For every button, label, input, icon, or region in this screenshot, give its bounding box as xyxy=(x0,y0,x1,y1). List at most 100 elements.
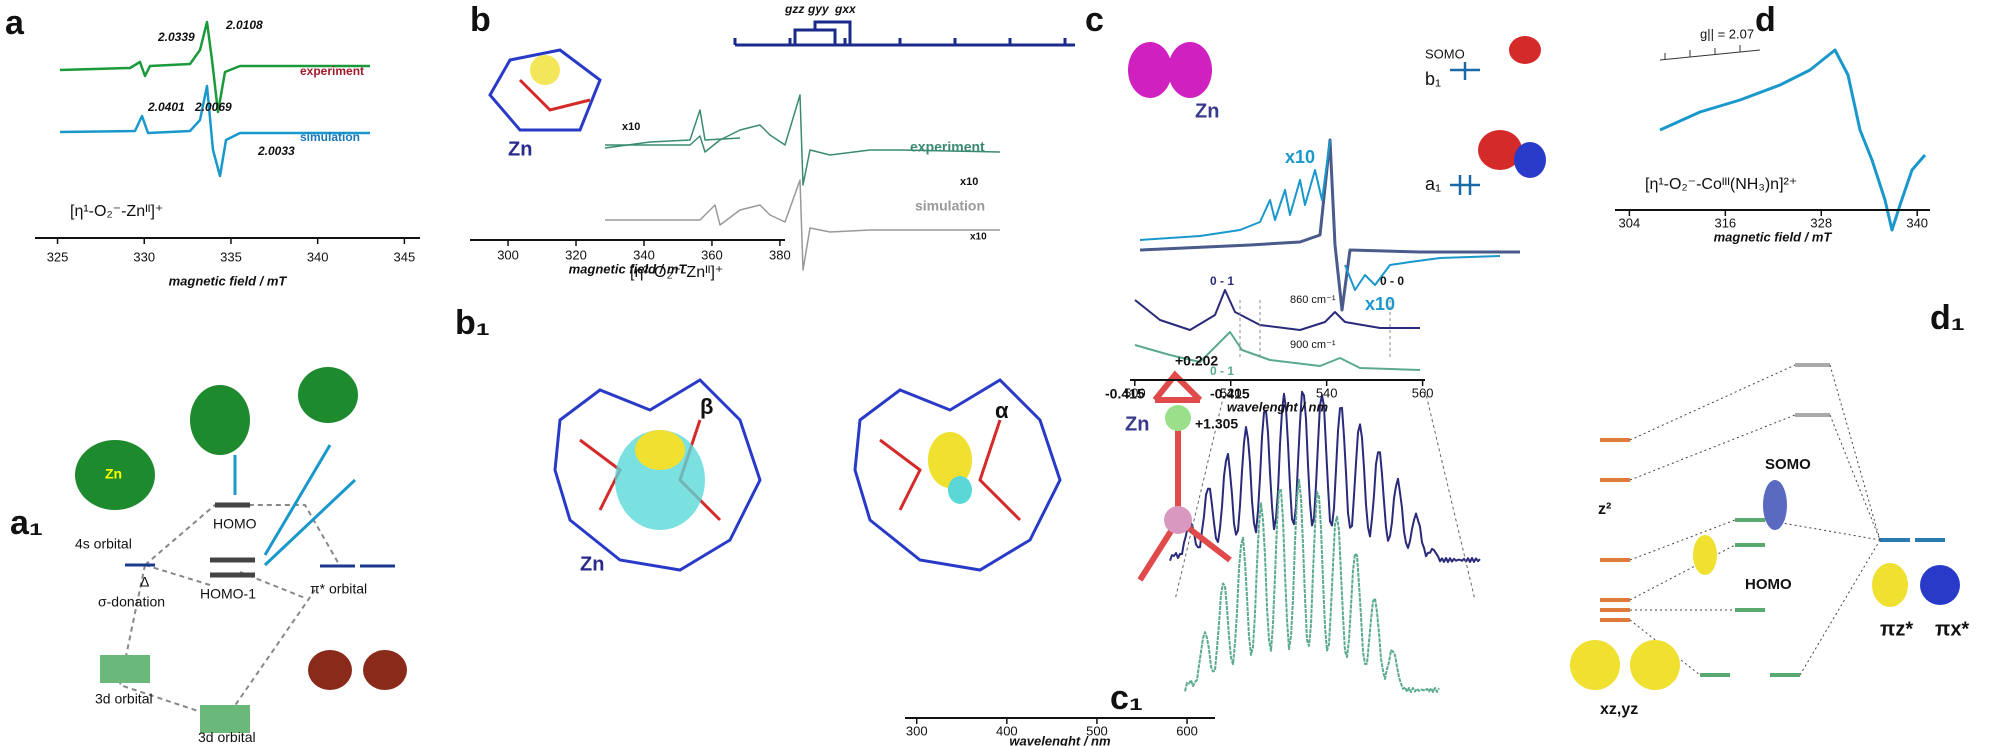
c-x10-curve xyxy=(1139,139,1501,291)
orbital xyxy=(1920,565,1960,605)
label: π* orbital xyxy=(310,581,367,597)
label: a₁ xyxy=(1425,174,1441,194)
label: b₁ xyxy=(1425,69,1441,89)
orbital xyxy=(100,655,150,683)
x-axis-title: wavelenght / nm xyxy=(1227,399,1329,414)
x-tick-label: 304 xyxy=(1619,215,1641,230)
label: x10 xyxy=(1285,147,1315,167)
orbital xyxy=(1514,142,1546,178)
atom xyxy=(1164,506,1192,534)
label: 0 - 1 xyxy=(1210,274,1234,288)
label: Δ xyxy=(140,574,149,590)
label: SOMO xyxy=(1765,456,1811,473)
panel-label: b xyxy=(470,1,491,39)
label: SOMO xyxy=(1425,46,1465,61)
panel-label: c₁ xyxy=(1110,679,1143,717)
b-sim-curve xyxy=(605,179,1000,271)
label: 900 cm⁻¹ xyxy=(1290,339,1336,351)
g-ruler xyxy=(733,20,1075,47)
species: [η²-O₂⁻-Znᴵᴵ]⁺ xyxy=(630,264,723,281)
atom-label: Zn xyxy=(508,138,532,160)
atom-label: Zn xyxy=(1125,413,1149,435)
label: x10 xyxy=(960,176,978,188)
charge: +1.305 xyxy=(1195,416,1238,432)
spin-density xyxy=(928,432,972,488)
orbital xyxy=(298,367,358,423)
a1-levels xyxy=(210,502,255,578)
label: 860 cm⁻¹ xyxy=(1290,294,1336,306)
label: 0 - 0 xyxy=(1380,274,1404,288)
x-tick-label: 328 xyxy=(1810,215,1832,230)
x-tick-label: 400 xyxy=(996,723,1018,738)
x-tick-label: 340 xyxy=(633,247,655,262)
x-axis-title: magnetic field / mT xyxy=(169,273,288,288)
charge: -0.415 xyxy=(1210,386,1250,402)
label: 3d orbital xyxy=(95,691,153,707)
charge: +0.202 xyxy=(1175,353,1218,369)
label: πx* xyxy=(1935,618,1969,640)
b-x10-curve xyxy=(604,109,741,149)
c1-spectrum-2 xyxy=(1184,478,1440,693)
panel-label: d₁ xyxy=(1930,299,1965,337)
label: x10 xyxy=(970,232,987,243)
orbital xyxy=(1630,640,1680,690)
label: σ-donation xyxy=(98,594,165,610)
label: x10 xyxy=(622,121,640,133)
label: x10 xyxy=(1365,294,1395,314)
d1-levels xyxy=(1600,363,1945,677)
x-tick-label: 325 xyxy=(47,249,69,264)
b-exp-curve xyxy=(605,94,1001,186)
a-sim-curve xyxy=(59,84,370,178)
panel-label: a₁ xyxy=(10,504,43,542)
x-tick-label: 540 xyxy=(1316,385,1338,400)
x-tick-label: 300 xyxy=(497,247,519,262)
x-axis-title: magnetic field / mT xyxy=(1714,229,1833,244)
label: HOMO xyxy=(213,516,257,532)
legend-label: experiment xyxy=(910,139,985,155)
a1-lines xyxy=(118,504,341,722)
orbital xyxy=(1693,535,1717,575)
g-label: gzz xyxy=(784,2,804,16)
d1-lines xyxy=(1629,364,1881,676)
x-tick-label: 560 xyxy=(1412,385,1434,400)
c1-spectrum-1 xyxy=(1169,390,1481,563)
decor xyxy=(75,20,1960,733)
orbital xyxy=(1509,36,1541,64)
panel-label: b₁ xyxy=(455,304,490,342)
panel-label: a xyxy=(5,4,25,42)
gpar-ruler xyxy=(1659,45,1761,61)
orbital xyxy=(75,440,155,510)
annotation: 2.0069 xyxy=(194,100,232,114)
a1-arrows xyxy=(233,444,357,567)
orbital xyxy=(1570,640,1620,690)
orbital xyxy=(1128,42,1172,98)
species: [η¹-O₂⁻-Znᴵᴵ]⁺ xyxy=(70,203,163,220)
d-curve xyxy=(1659,48,1927,232)
levels xyxy=(1450,62,1480,195)
orbital xyxy=(1478,130,1522,170)
species: [η¹-O₂⁻-Coᴵᴵᴵ(NH₃)n]²⁺ xyxy=(1645,176,1797,193)
g-label: gyy xyxy=(807,2,830,16)
label: πz* xyxy=(1880,618,1913,640)
panel-label: d xyxy=(1755,1,1776,39)
x-tick-label: 340 xyxy=(307,249,329,264)
legend-label: experiment xyxy=(300,64,364,78)
x-tick-label: 335 xyxy=(220,249,242,264)
orbital xyxy=(308,650,352,690)
x-tick-label: 345 xyxy=(394,249,416,264)
label: z² xyxy=(1598,501,1611,518)
x-tick-label: 500 xyxy=(1124,385,1146,400)
x-tick-label: 316 xyxy=(1714,215,1736,230)
label: HOMO-1 xyxy=(200,586,256,602)
annotation: 2.0108 xyxy=(225,18,263,32)
x-axis-title: magnetic field / mT xyxy=(569,261,688,276)
orbital xyxy=(1872,563,1908,607)
g-label: gxx xyxy=(834,2,857,16)
panel-label: c xyxy=(1085,1,1104,39)
orbital xyxy=(1763,480,1787,530)
orbital xyxy=(190,385,250,455)
x-tick-label: 340 xyxy=(1906,215,1928,230)
spin-density xyxy=(635,430,685,470)
x-tick-label: 320 xyxy=(565,247,587,262)
